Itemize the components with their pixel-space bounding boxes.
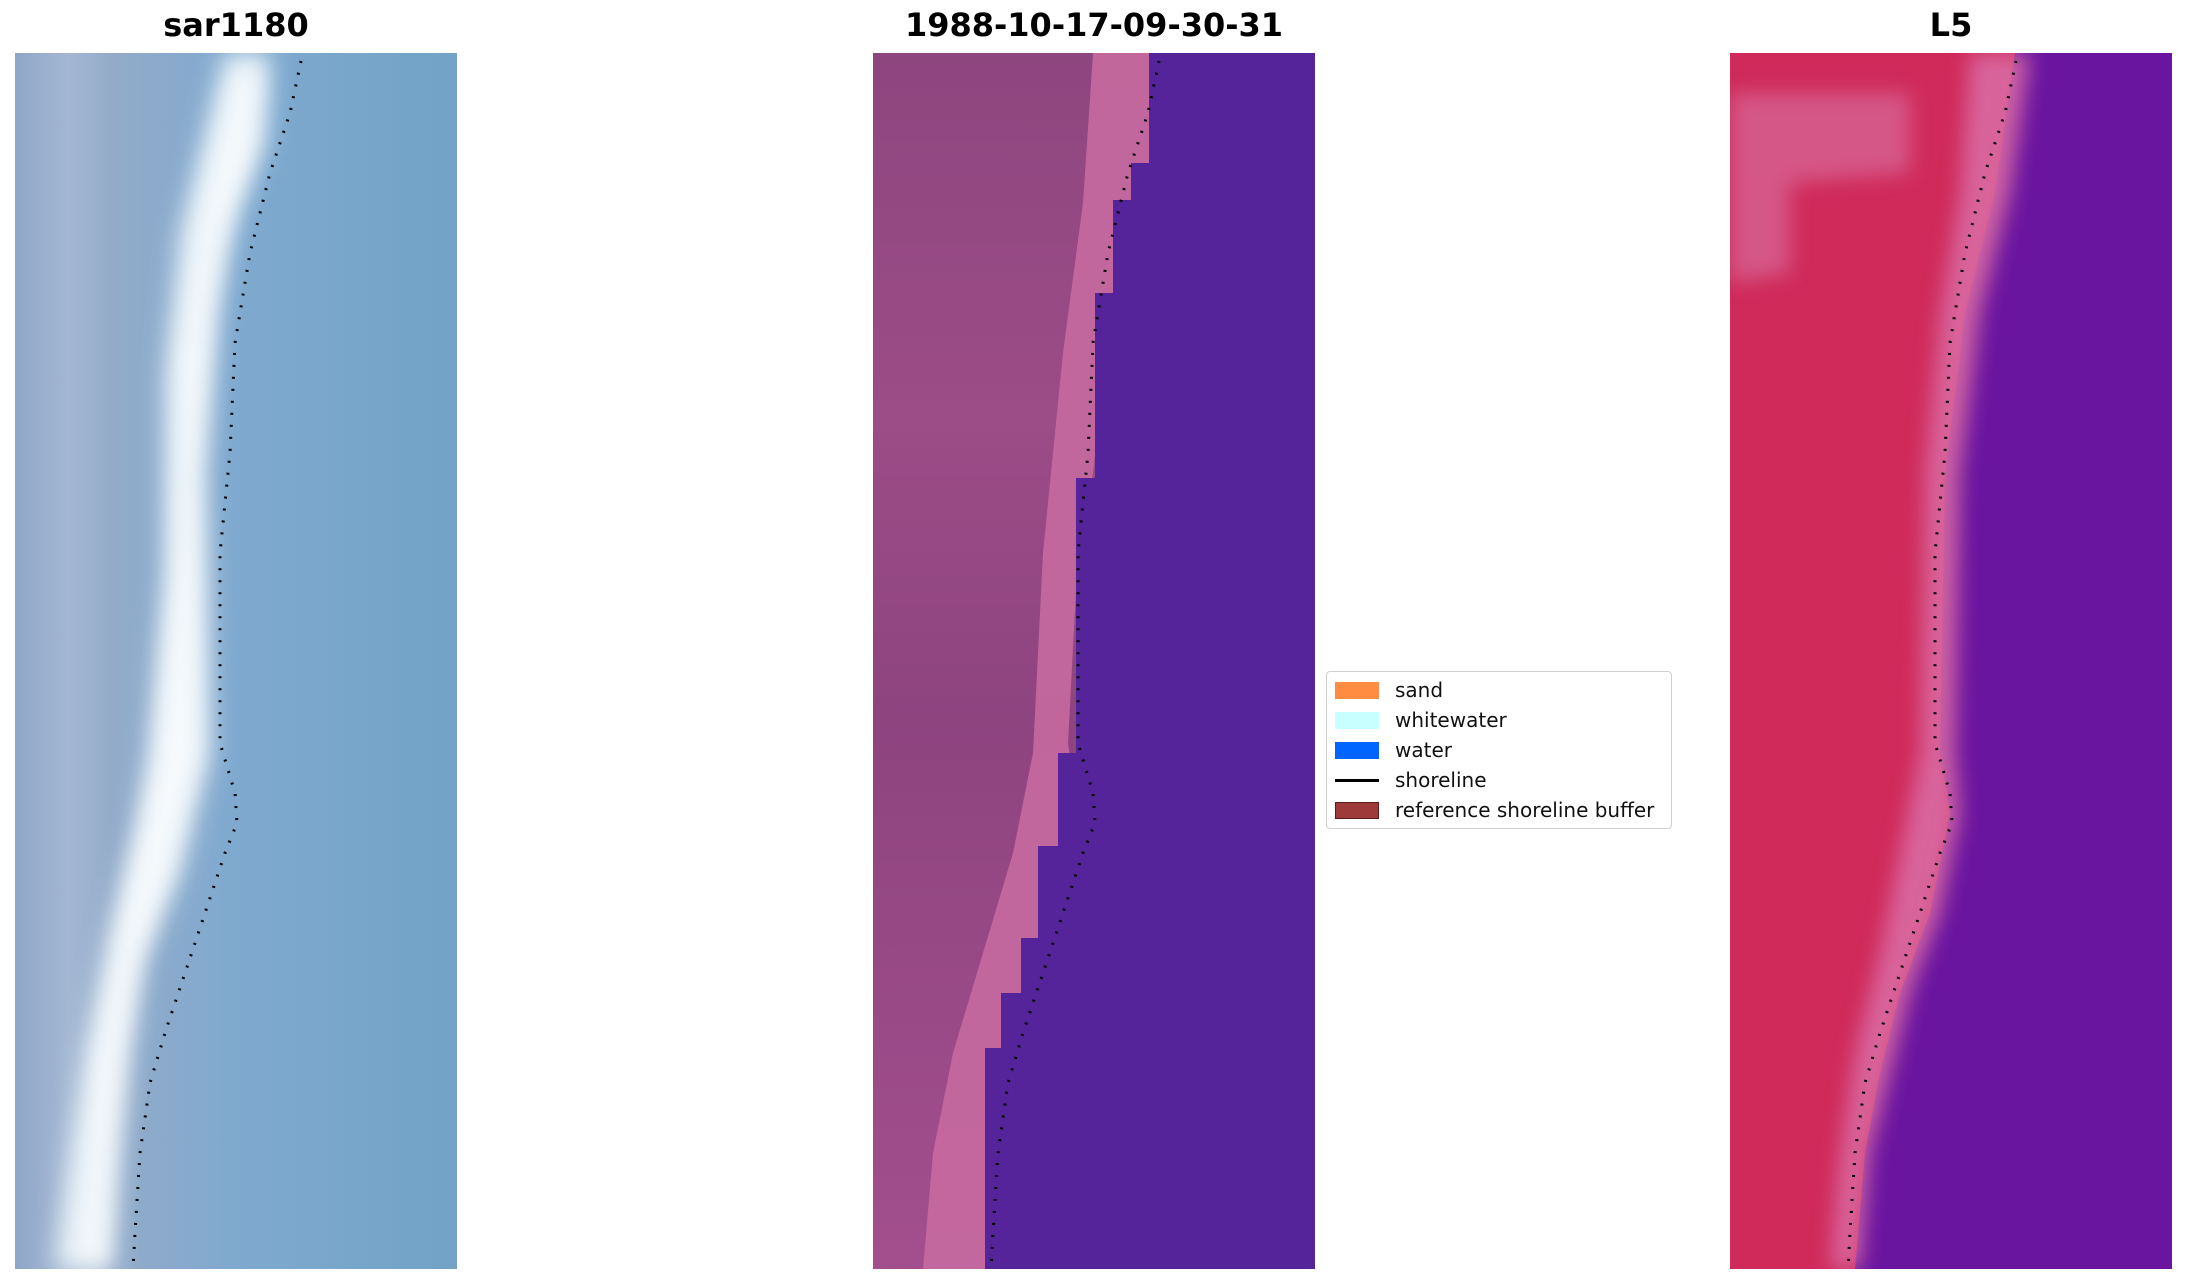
shoreline-line-icon — [1335, 778, 1379, 782]
legend: sand whitewater water shoreline referenc… — [1326, 671, 1672, 829]
index-image-panel — [1730, 53, 2172, 1269]
legend-label-shoreline: shoreline — [1395, 768, 1487, 792]
legend-label-water: water — [1395, 738, 1452, 762]
whitewater-swatch — [1335, 711, 1379, 729]
classified-image-panel — [873, 53, 1315, 1269]
panel-title-index: L5 — [1929, 6, 1973, 44]
legend-entry-buffer: reference shoreline buffer — [1335, 796, 1654, 824]
legend-entry-water: water — [1335, 736, 1452, 764]
water-swatch — [1335, 741, 1379, 759]
sand-swatch — [1335, 681, 1379, 699]
legend-label-buffer: reference shoreline buffer — [1395, 798, 1655, 822]
legend-entry-shoreline: shoreline — [1335, 766, 1487, 794]
rgb-foam-band — [55, 53, 270, 1269]
legend-entry-whitewater: whitewater — [1335, 706, 1507, 734]
rgb-image-panel — [15, 53, 457, 1269]
legend-entry-sand: sand — [1335, 676, 1443, 704]
panel-title-rgb: sar1180 — [163, 6, 309, 44]
legend-label-whitewater: whitewater — [1395, 708, 1507, 732]
panel-title-classified: 1988-10-17-09-30-31 — [904, 6, 1284, 44]
classified-water — [985, 53, 1315, 1269]
index-buffer-band — [1830, 53, 2030, 1269]
buffer-swatch — [1335, 801, 1379, 819]
index-pink-patch — [1730, 93, 1910, 283]
rgb-foam-core — [85, 73, 260, 1269]
legend-label-sand: sand — [1395, 678, 1444, 702]
